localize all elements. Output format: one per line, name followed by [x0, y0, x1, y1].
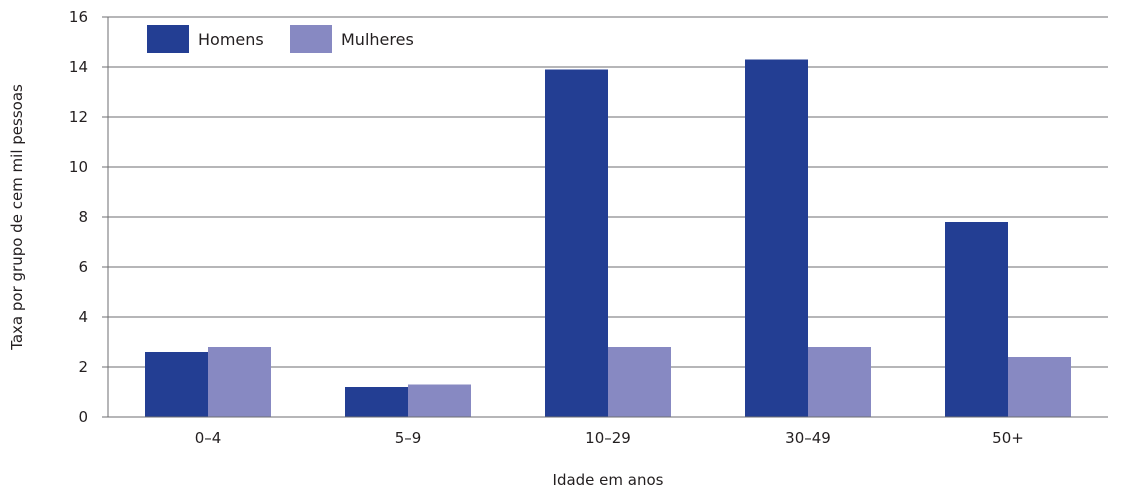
x-tick-label: 50+: [992, 429, 1024, 447]
y-tick-label: 0: [78, 408, 88, 426]
y-tick-label: 12: [69, 108, 88, 126]
legend-swatch-mulheres: [290, 25, 332, 53]
bars: [145, 59, 1071, 417]
x-tick-label: 0–4: [195, 429, 222, 447]
bar-homens-3: [745, 59, 808, 417]
bar-homens-0: [145, 352, 208, 417]
y-tick-label: 8: [78, 208, 88, 226]
legend-swatch-homens: [147, 25, 189, 53]
x-tick-label: 30–49: [785, 429, 831, 447]
legend: Homens Mulheres: [147, 25, 414, 53]
y-tick-label: 6: [78, 258, 88, 276]
x-tick-labels: 0–4 5–9 10–29 30–49 50+: [195, 429, 1024, 447]
bar-mulheres-3: [808, 347, 871, 417]
legend-label-mulheres: Mulheres: [341, 30, 414, 49]
y-tick-labels: 0 2 4 6 8 10 12 14 16: [69, 8, 88, 426]
bar-mulheres-1: [408, 384, 471, 417]
bar-homens-1: [345, 387, 408, 417]
y-tick-label: 16: [69, 8, 88, 26]
bar-mulheres-4: [1008, 357, 1071, 417]
bar-mulheres-0: [208, 347, 271, 417]
y-axis-title: Taxa por grupo de cem mil pessoas: [8, 84, 26, 351]
y-tick-label: 2: [78, 358, 88, 376]
bar-homens-2: [545, 69, 608, 417]
legend-label-homens: Homens: [198, 30, 264, 49]
bar-homens-4: [945, 222, 1008, 417]
axis-lines: [107, 17, 1108, 418]
bar-mulheres-2: [608, 347, 671, 417]
x-tick-label: 10–29: [585, 429, 631, 447]
y-tick-label: 10: [69, 158, 88, 176]
y-tick-label: 4: [78, 308, 88, 326]
x-axis-title: Idade em anos: [553, 471, 664, 489]
y-tick-label: 14: [69, 58, 88, 76]
x-tick-label: 5–9: [395, 429, 422, 447]
